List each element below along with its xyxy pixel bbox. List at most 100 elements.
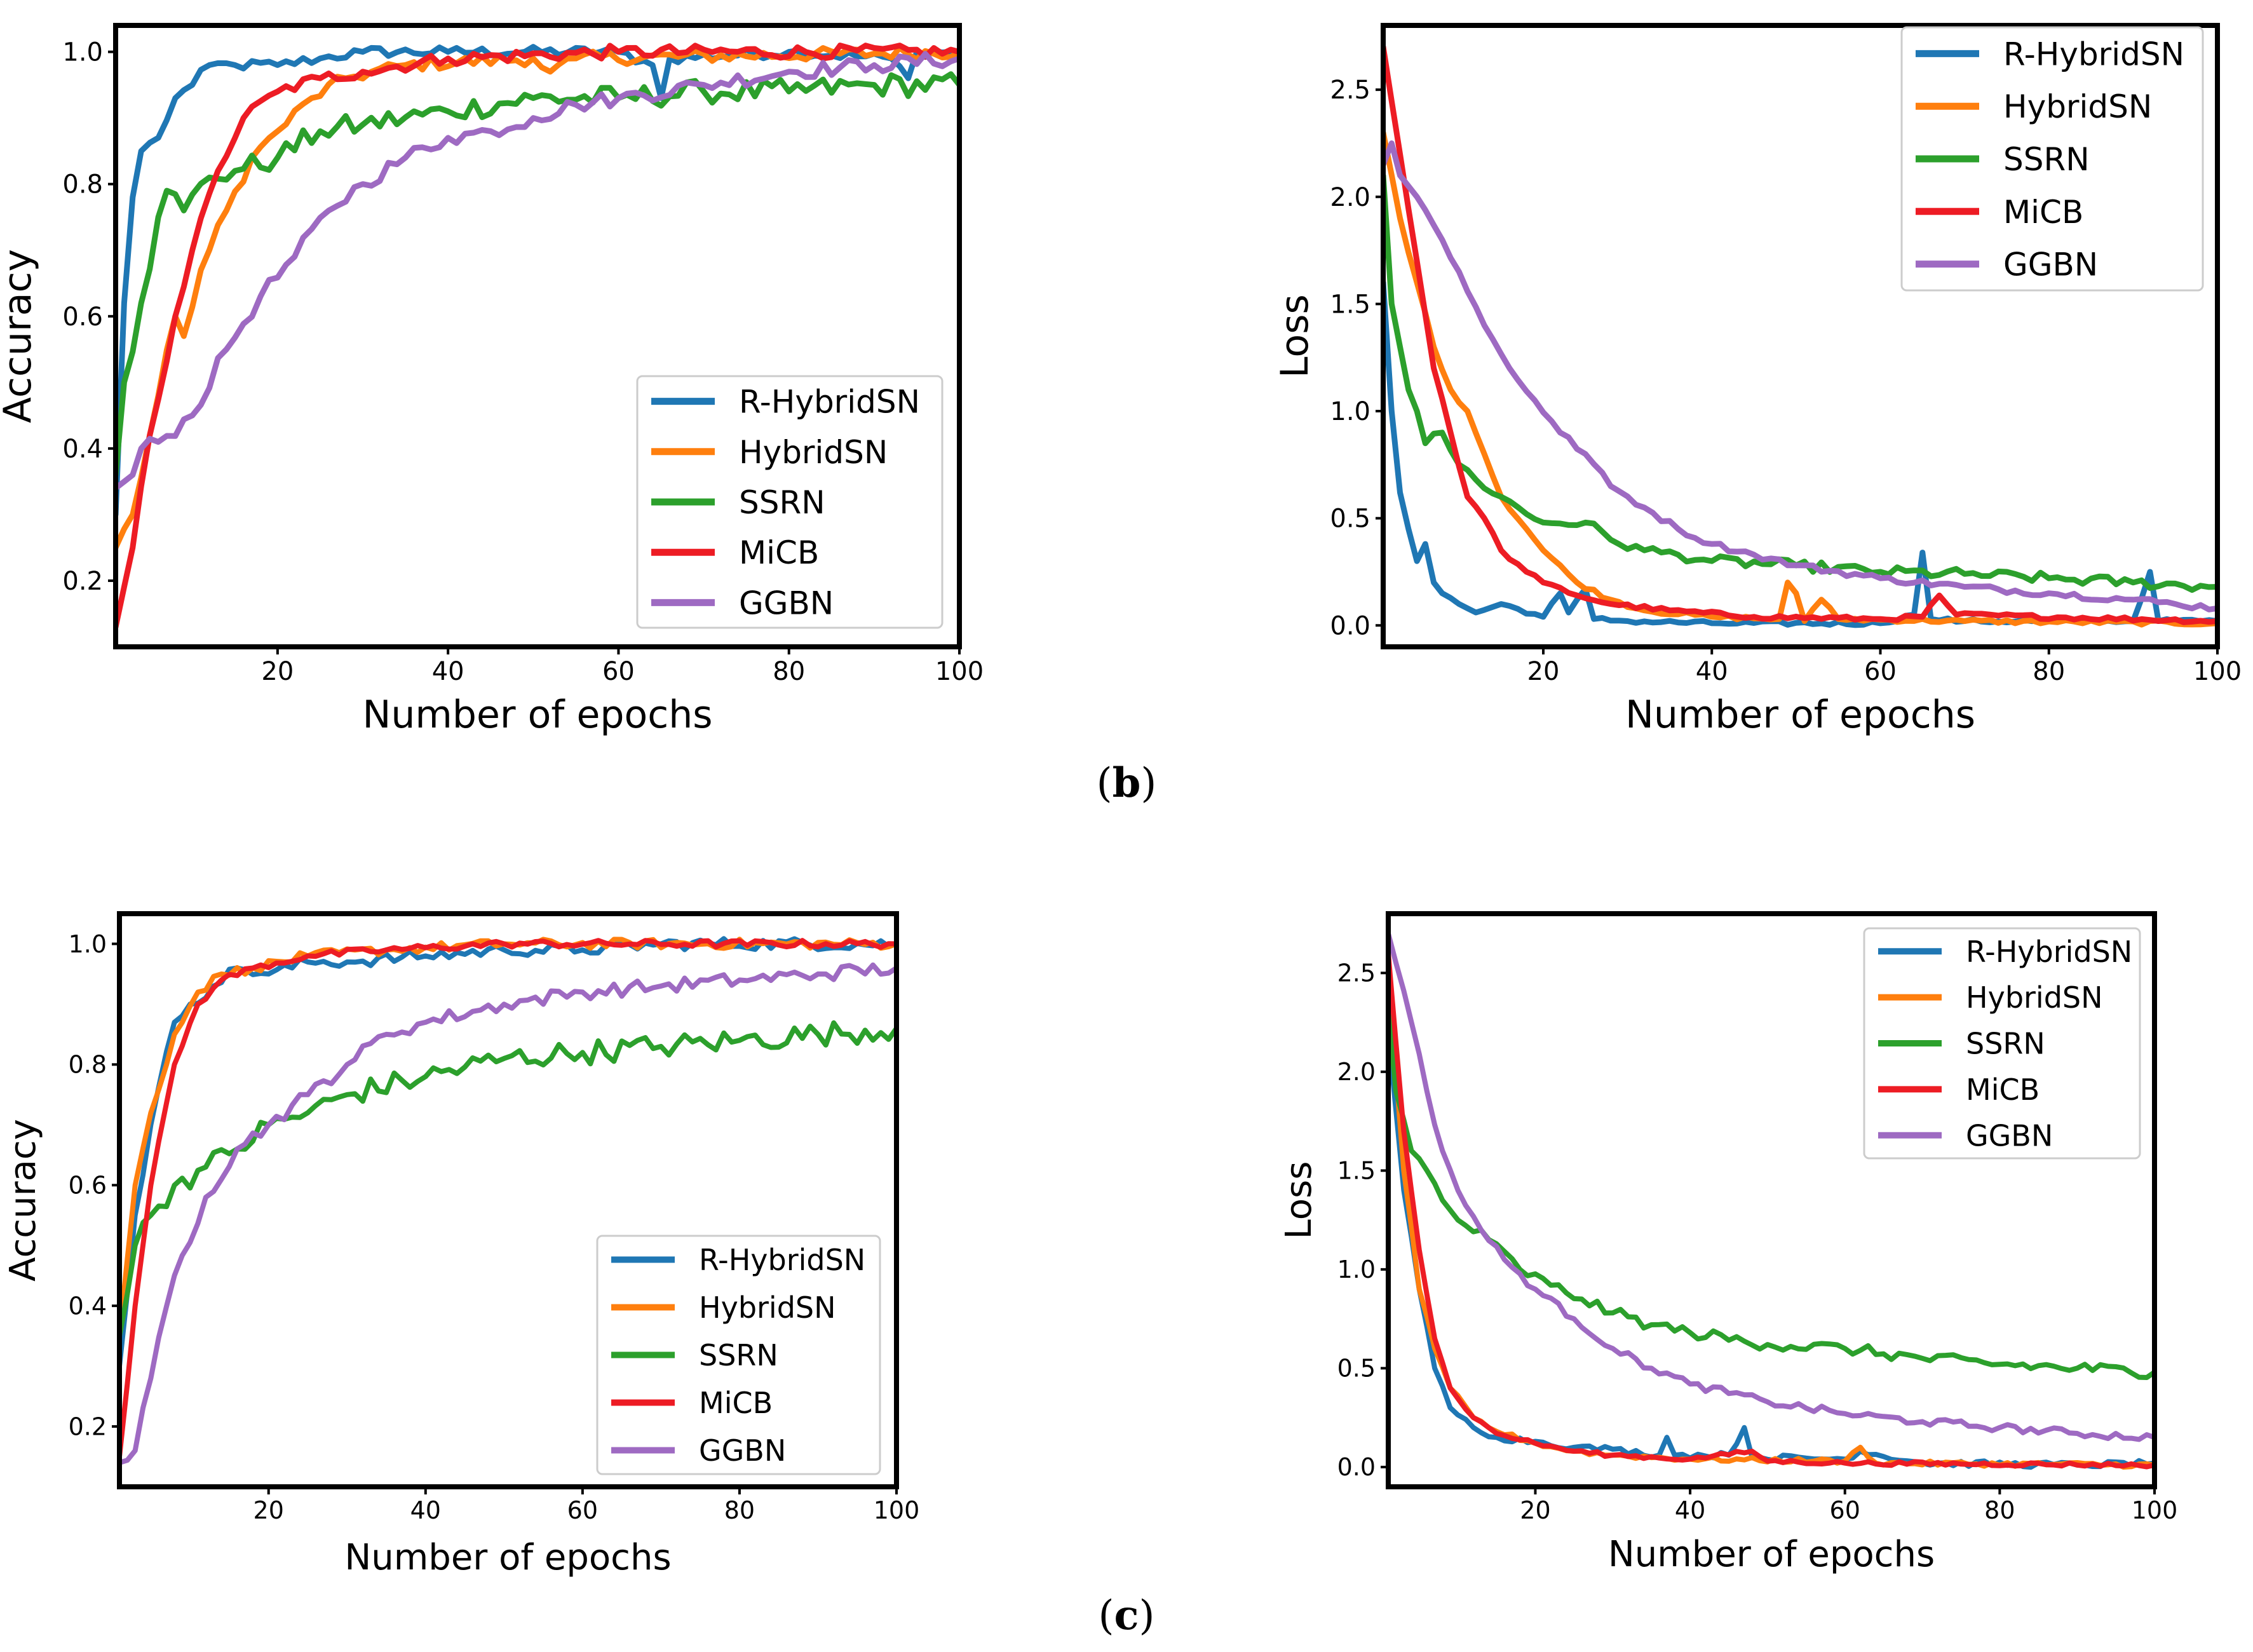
series-line-ssrn [119, 1020, 896, 1339]
x-tick-label: 20 [1520, 1496, 1550, 1524]
x-tick-label: 40 [1696, 657, 1728, 686]
x-tick-label: 20 [261, 657, 294, 686]
legend-label-micb: MiCB [699, 1386, 773, 1420]
legend-box [1900, 26, 2204, 292]
legend-label-ssrn: SSRN [2003, 141, 2090, 178]
series-line-micb [119, 938, 896, 1459]
y-axis-label: Loss [1273, 294, 1317, 378]
y-axis-label: Loss [1278, 1161, 1320, 1240]
legend-label-hybridsn: HybridSN [2003, 88, 2152, 125]
x-tick-label: 20 [254, 1496, 284, 1524]
series-line-micb [1388, 951, 2155, 1470]
x-axis-label: Number of epochs [363, 693, 713, 737]
y-tick-label: 2.5 [1330, 76, 1370, 105]
x-tick-label: 100 [2193, 657, 2242, 686]
y-tick-label: 0.5 [1330, 504, 1370, 534]
legend: R-HybridSN HybridSN SSRN MiCB GGBN [636, 375, 944, 629]
y-tick-label: 1.0 [62, 38, 103, 67]
axes-frame [1381, 23, 2220, 649]
legend: R-HybridSN HybridSN SSRN MiCB GGBN [596, 1235, 881, 1475]
y-tick-label: 0.6 [69, 1172, 107, 1200]
x-axis-label: Number of epochs [1625, 693, 1975, 737]
axes-frame [1386, 911, 2157, 1489]
x-tick-label: 100 [935, 657, 984, 686]
plot-area [1388, 931, 2155, 1470]
caption-c-open: ( [1098, 1592, 1114, 1639]
y-tick-label: 0.8 [69, 1051, 107, 1079]
series-line-ssrn [116, 71, 959, 478]
x-tick-label: 100 [2132, 1496, 2178, 1524]
legend-label-r-hybridsn: R-HybridSN [1966, 935, 2132, 969]
y-tick-label: 1.5 [1330, 290, 1370, 319]
y-tick-label: 2.5 [1337, 959, 1376, 987]
x-tick-label: 40 [410, 1496, 441, 1524]
chart-accuracy-b: 0.2 0.4 0.6 0.8 1.0 20 40 60 80 100 Number of epoc… [0, 23, 984, 737]
series-line-ggbn [1383, 140, 2217, 613]
legend-label-hybridsn: HybridSN [739, 434, 888, 471]
series-line-hybridsn [116, 44, 959, 551]
y-axis-label: Accuracy [0, 249, 40, 423]
legend-label-micb: MiCB [1966, 1073, 2040, 1107]
y-tick-label: 0.4 [62, 435, 103, 464]
legend-box [1863, 927, 2141, 1160]
series-line-micb [1383, 44, 2217, 625]
y-tick-label: 0.5 [1337, 1355, 1376, 1383]
legend-label-hybridsn: HybridSN [1966, 980, 2103, 1015]
legend-label-ggbn: GGBN [1966, 1118, 2053, 1153]
legend-label-hybridsn: HybridSN [699, 1290, 836, 1325]
x-tick-label: 20 [1527, 657, 1560, 686]
x-tick-label: 80 [724, 1496, 755, 1524]
caption-b-close: ) [1140, 760, 1157, 807]
y-tick-label: 0.0 [1337, 1453, 1376, 1481]
x-axis-label: Number of epochs [344, 1537, 671, 1578]
caption-c: (c) [1099, 1592, 1155, 1639]
y-tick-label: 0.0 [1330, 611, 1370, 640]
y-tick-label: 0.8 [62, 170, 103, 200]
x-tick-label: 40 [432, 657, 464, 686]
x-tick-label: 60 [1830, 1496, 1860, 1524]
plot-area [116, 43, 959, 630]
series-line-micb [116, 43, 959, 630]
x-axis-label: Number of epochs [1608, 1534, 1935, 1575]
x-tick-label: 80 [1984, 1496, 2015, 1524]
caption-c-letter: c [1114, 1592, 1139, 1639]
caption-b-open: ( [1096, 760, 1113, 807]
series-line-ggbn [1388, 931, 2155, 1442]
legend-label-r-hybridsn: R-HybridSN [2003, 36, 2184, 72]
y-tick-label: 2.0 [1337, 1058, 1376, 1086]
y-axis-label: Accuracy [3, 1119, 44, 1282]
legend-label-ggbn: GGBN [699, 1433, 786, 1468]
y-tick-label: 0.2 [62, 567, 103, 596]
axes-frame [113, 23, 962, 649]
legend-label-micb: MiCB [739, 534, 819, 571]
y-tick-label: 0.4 [69, 1292, 107, 1320]
caption-c-close: ) [1139, 1592, 1155, 1639]
x-tick-label: 40 [1675, 1496, 1705, 1524]
x-tick-label: 80 [773, 657, 805, 686]
chart-loss-c: 0.0 0.5 1.0 1.5 2.0 2.5 20 40 60 80 100 Number of e… [1278, 911, 2178, 1575]
x-tick-label: 60 [1864, 657, 1897, 686]
x-tick-label: 60 [602, 657, 635, 686]
legend-box [636, 375, 944, 629]
y-tick-label: 1.0 [1337, 1256, 1376, 1283]
y-tick-label: 2.0 [1330, 183, 1370, 212]
legend-label-ggbn: GGBN [739, 585, 834, 621]
y-tick-label: 1.0 [1330, 397, 1370, 426]
series-line-hybridsn [1383, 130, 2217, 628]
chart-loss-b: 0.0 0.5 1.0 1.5 2.0 2.5 20 40 60 80 100 Number of e… [1273, 23, 2242, 737]
caption-b: (b) [1097, 759, 1157, 807]
x-tick-label: 80 [2033, 657, 2065, 686]
y-tick-label: 1.0 [69, 930, 107, 958]
legend-label-ssrn: SSRN [1966, 1027, 2045, 1061]
x-tick-label: 100 [874, 1496, 920, 1524]
series-line-ggbn [119, 962, 896, 1465]
caption-b-letter: b [1112, 759, 1141, 807]
axes-frame [117, 911, 899, 1489]
legend-label-r-hybridsn: R-HybridSN [699, 1243, 865, 1277]
y-tick-label: 0.2 [69, 1412, 107, 1440]
legend-label-r-hybridsn: R-HybridSN [739, 384, 920, 421]
legend: R-HybridSN HybridSN SSRN MiCB GGBN [1900, 26, 2204, 292]
chart-accuracy-c: 0.2 0.4 0.6 0.8 1.0 20 40 60 80 100 Number of epoc… [3, 911, 920, 1578]
series-line-r-hybridsn [1383, 280, 2217, 628]
